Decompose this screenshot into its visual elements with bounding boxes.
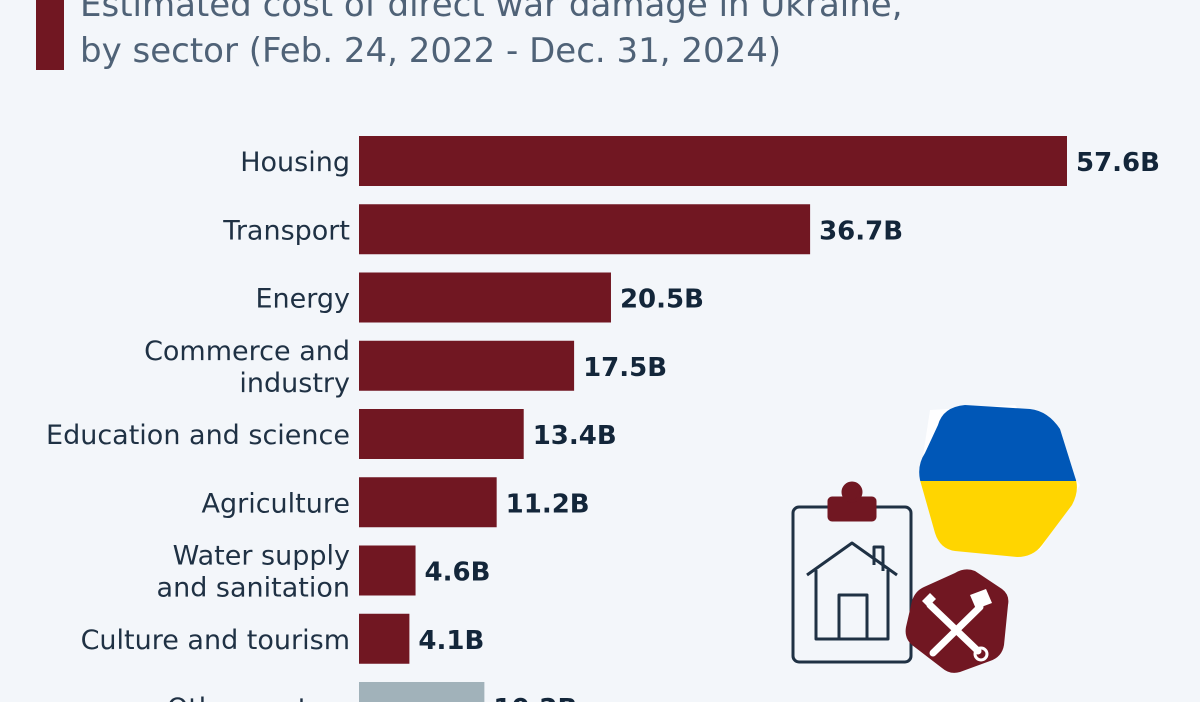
bar: [359, 272, 611, 323]
category-label: Agriculture: [202, 488, 351, 519]
category-label: Commerce and: [144, 336, 350, 367]
bar: [359, 409, 524, 459]
bar: [359, 613, 410, 664]
title-accent-bar: [36, 0, 64, 70]
chart-title-line-1: Estimated cost of direct war damage in U…: [80, 0, 903, 25]
chart-title-line-2: by sector (Feb. 24, 2022 - Dec. 31, 2024…: [80, 31, 782, 71]
value-label: 10.2B: [493, 694, 577, 702]
bar: [359, 136, 1067, 186]
bar: [359, 340, 575, 391]
value-label: 20.5B: [620, 285, 704, 315]
bar: [359, 477, 497, 528]
category-label: Housing: [240, 147, 350, 178]
value-label: 17.5B: [583, 353, 667, 383]
category-label: Education and science: [46, 420, 350, 451]
category-label: Water supply: [173, 541, 350, 572]
value-label: 4.6B: [425, 558, 491, 588]
value-label: 4.1B: [418, 626, 484, 656]
chart-title: Estimated cost of direct war damage in U…: [80, 0, 1160, 74]
category-label: Other sectors: [167, 693, 350, 702]
value-label: 13.4B: [533, 421, 617, 451]
category-label: Energy: [255, 284, 350, 315]
bar: [359, 682, 485, 702]
value-label: 11.2B: [506, 489, 590, 519]
category-label: Transport: [222, 215, 350, 246]
tools-badge-icon: [905, 569, 1009, 673]
value-label: 57.6B: [1076, 148, 1160, 178]
category-label: and sanitation: [157, 573, 350, 604]
bar: [359, 204, 811, 255]
ukraine-flag-icon: [919, 405, 1080, 557]
category-label: industry: [239, 368, 350, 399]
category-label: Culture and tourism: [81, 625, 350, 656]
bar: [359, 545, 416, 596]
value-label: 36.7B: [819, 216, 903, 246]
illustration: [791, 405, 1080, 673]
clipboard-house-icon: [791, 481, 913, 664]
